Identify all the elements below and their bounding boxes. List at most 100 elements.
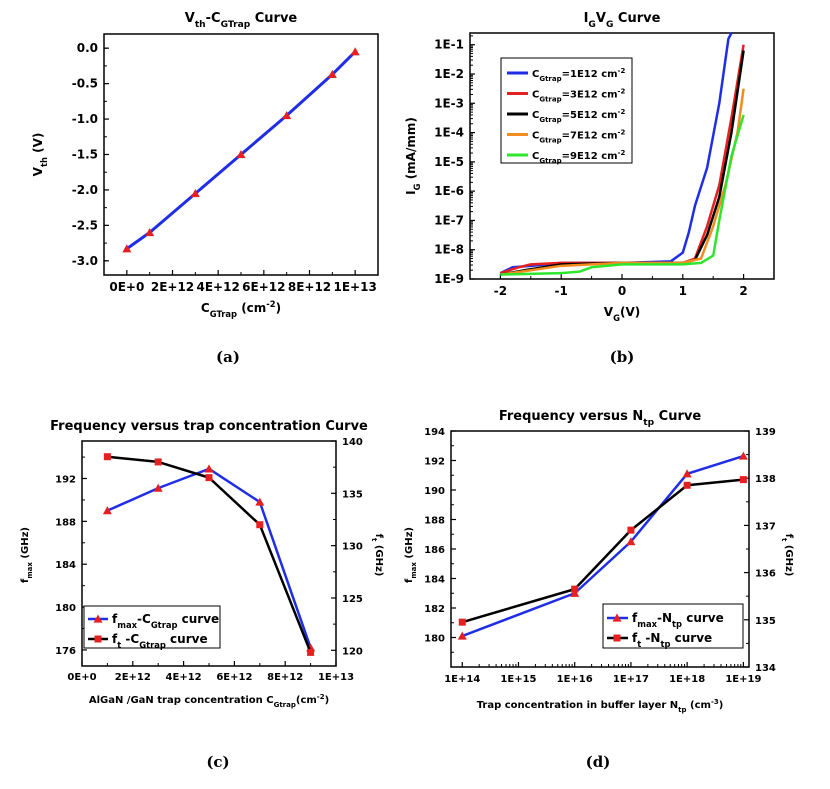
chart-title-part: Frequency versus N (499, 409, 643, 424)
data-point (739, 476, 747, 484)
legend-box (602, 603, 744, 649)
y-tick-label: 1E-4 (434, 126, 464, 140)
legend-marker (94, 635, 102, 643)
data-point (682, 469, 692, 478)
y-tick-label: 0.0 (77, 41, 98, 55)
x-tick-label: 2 (739, 284, 747, 298)
legend-marker (613, 634, 621, 642)
y-axis-title-part: f (20, 578, 31, 583)
data-point (256, 521, 264, 529)
x-tick-label: 1E+18 (669, 674, 705, 685)
panel-label: (a) (216, 348, 240, 366)
data-point (102, 506, 112, 515)
x-axis-title-part: ) (276, 301, 281, 315)
data-point (327, 69, 337, 79)
legend-marker (612, 613, 622, 622)
data-point (571, 585, 579, 593)
legend-box (500, 57, 633, 164)
legend-label-part: =7E12 cm (562, 131, 618, 142)
x-tick-label: 0E+0 (109, 280, 144, 294)
data-point (307, 648, 315, 656)
x-axis-title-part: Trap concentration in buffer layer N (477, 700, 678, 711)
y-tick-label: 130 (342, 542, 363, 553)
x-axis-title-part: Gtrap (274, 701, 296, 709)
y-tick-label: 184 (424, 575, 445, 586)
data-point (458, 618, 466, 626)
x-tick-label: -2 (494, 284, 507, 298)
legend-label-part: curve (166, 632, 208, 646)
y-tick-label: 1E-6 (434, 184, 464, 198)
legend-label-part: =1E12 cm (562, 69, 618, 80)
legend-label-part: Gtrap (539, 137, 561, 145)
legend-label-part: Gtrap (539, 96, 561, 104)
y-tick-label: 184 (55, 560, 76, 571)
x-axis-title-part: ) (719, 700, 724, 711)
y-tick-label: 125 (342, 594, 363, 605)
legend-label-part: -2 (618, 129, 626, 137)
chart-title-part: GTrap (221, 20, 251, 30)
x-tick-label: 4E+12 (197, 280, 240, 294)
x-tick-label: 1E+13 (334, 280, 377, 294)
legend-label: CGtrap=9E12 cm-2 (532, 149, 625, 165)
data-point (103, 453, 111, 461)
y-tick-label: 137 (755, 521, 776, 532)
x-axis-title: VG(V) (604, 305, 640, 323)
y-tick-label: -1.5 (72, 148, 98, 162)
x-axis-title-part: (cm (296, 695, 317, 706)
chart-title-part: Curve (250, 11, 297, 26)
legend-label-part: C (532, 90, 539, 101)
y-tick-label: 190 (424, 486, 445, 497)
chart-title-part: Curve (613, 11, 660, 26)
legend-label-part: Gtrap (139, 640, 166, 650)
y-tick-label: 140 (342, 437, 363, 448)
data-point (627, 526, 635, 534)
y-axis-title-part: f (404, 578, 415, 583)
legend-label-part: curve (670, 631, 712, 645)
y2-axis-title: ft (GHz) (780, 534, 794, 577)
panel-label: (d) (586, 753, 611, 771)
legend-label-part: -2 (618, 149, 626, 157)
y-axis-title-part: (V) (31, 133, 45, 157)
chart-title-part: tp (643, 418, 654, 428)
y-axis-title-part: th (39, 157, 49, 167)
legend-label-part: Gtrap (151, 620, 178, 630)
y-axis-title: fmax (GHz) (20, 527, 34, 583)
chart-title: Frequency versus trap concentration Curv… (50, 419, 368, 434)
y-tick-label: 180 (55, 603, 76, 614)
y-tick-label: 1E-1 (434, 38, 464, 52)
x-axis-title: CGTrap (cm-2) (201, 299, 281, 319)
x-tick-label: 0 (618, 284, 626, 298)
x-axis-title-part: -2 (317, 693, 325, 701)
x-axis-title-part: -2 (266, 299, 275, 309)
y-tick-label: -3.0 (72, 254, 98, 268)
y-tick-label: 192 (424, 457, 445, 468)
y-tick-label: 192 (55, 475, 76, 486)
legend-label-part: f (632, 631, 638, 645)
chart-title-part: Curve (654, 409, 701, 424)
legend-label-part: Gtrap (539, 116, 561, 124)
y-tick-label: 186 (424, 545, 445, 556)
y-tick-label: 1E-3 (434, 96, 464, 110)
panel-label: (c) (206, 753, 229, 771)
legend-label-part: =9E12 cm (562, 151, 618, 162)
x-axis-title-part: GTrap (210, 309, 237, 319)
legend-label: CGtrap=1E12 cm-2 (532, 67, 625, 83)
y2-axis-title-part: f (783, 534, 794, 539)
y-tick-label: -2.5 (72, 218, 98, 232)
y-axis-title: fmax (GHz) (404, 527, 418, 583)
data-point (282, 111, 292, 120)
y-axis-title-part: V (31, 166, 45, 176)
legend-label-part: C (532, 131, 539, 142)
legend-label-part: -C (121, 632, 139, 646)
x-tick-label: 1E+14 (444, 674, 480, 685)
x-axis-title-part: V (604, 305, 614, 319)
chart-title: Frequency versus Ntp Curve (499, 409, 702, 428)
x-axis-title-part: AlGaN /GaN trap concentration C (89, 695, 274, 706)
legend-label-part: f (112, 632, 118, 646)
legend-label-part: -2 (618, 108, 626, 116)
